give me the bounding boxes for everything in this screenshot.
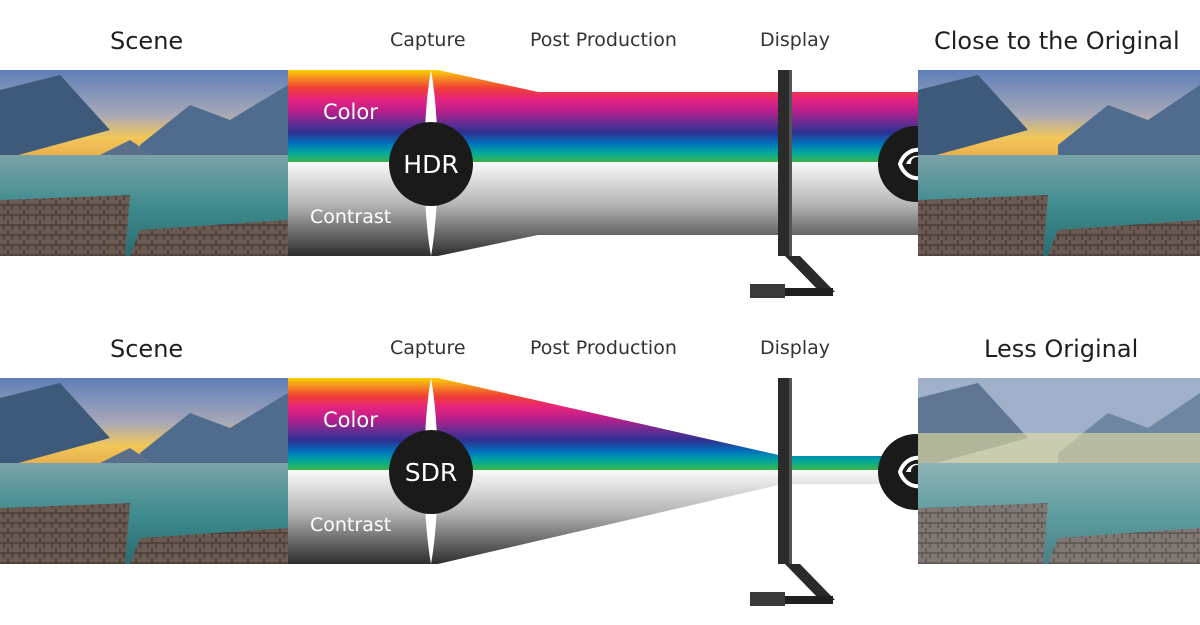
- hdr-badge-text: HDR: [403, 150, 458, 179]
- sdr-pipeline-row: Scene Capture Post Production Display Le…: [0, 308, 1200, 608]
- hdr-badge: [389, 122, 473, 206]
- hdr-pipeline-row: Scene Capture Post Production Display Cl…: [0, 0, 1200, 300]
- scene-label: Scene: [110, 27, 184, 55]
- result-photo: [918, 70, 1200, 256]
- scene-label: Scene: [110, 335, 184, 363]
- result-photo: [918, 378, 1200, 564]
- result-label: Less Original: [984, 335, 1139, 363]
- monitor-icon: [745, 70, 845, 302]
- color-label: Color: [323, 408, 378, 432]
- post-production-label: Post Production: [530, 29, 677, 51]
- monitor-icon: [745, 378, 845, 610]
- scene-photo: [0, 378, 288, 564]
- post-production-label: Post Production: [530, 337, 677, 359]
- contrast-label: Contrast: [310, 514, 391, 536]
- hdr-signal-band: Color Contrast HDR: [288, 70, 954, 256]
- color-label: Color: [323, 100, 378, 124]
- sdr-badge: [389, 430, 473, 514]
- sdr-signal-band: Color Contrast SDR: [288, 378, 954, 564]
- capture-label: Capture: [390, 337, 466, 359]
- capture-label: Capture: [390, 29, 466, 51]
- sdr-badge-text: SDR: [405, 458, 458, 487]
- result-label: Close to the Original: [934, 27, 1180, 55]
- display-label: Display: [760, 29, 831, 51]
- scene-photo: [0, 70, 288, 256]
- display-label: Display: [760, 337, 831, 359]
- contrast-label: Contrast: [310, 206, 391, 228]
